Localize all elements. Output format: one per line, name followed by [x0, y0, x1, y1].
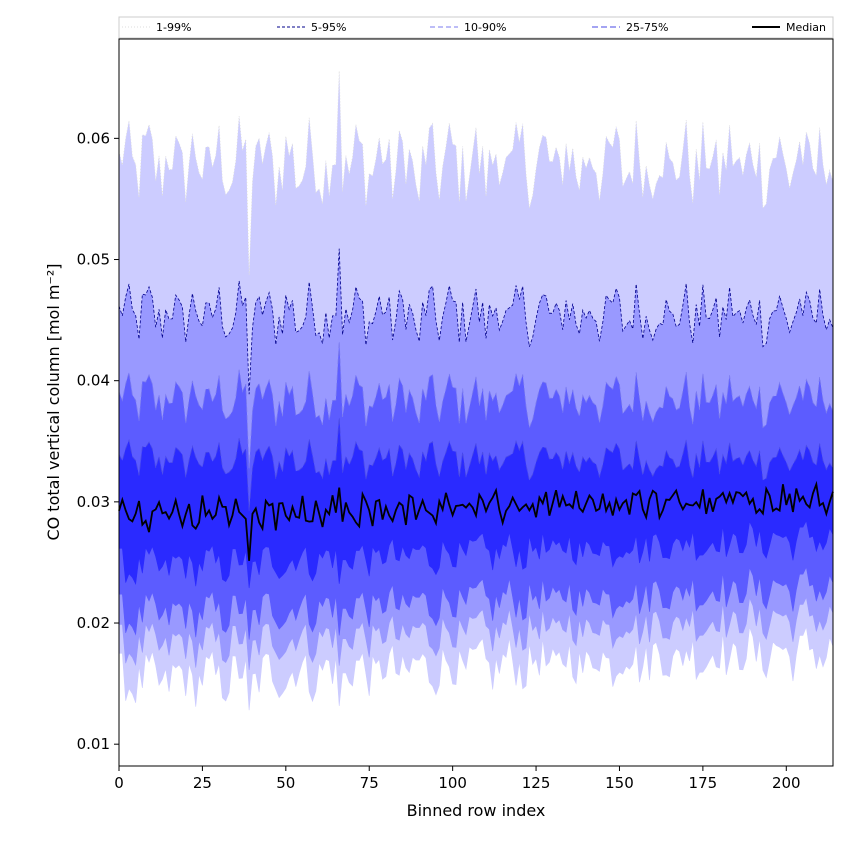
- x-tick-label-8: 200: [772, 774, 801, 792]
- y-tick-label-2: 0.03: [77, 493, 110, 511]
- percentile-bands: [119, 70, 833, 711]
- y-tick-label-5: 0.06: [77, 129, 110, 147]
- x-tick-label-1: 25: [193, 774, 212, 792]
- y-tick-label-0: 0.01: [77, 735, 110, 753]
- y-tick-label-4: 0.05: [77, 251, 110, 269]
- x-tick-label-3: 75: [360, 774, 379, 792]
- plot-frame: [118, 38, 834, 767]
- y-axis-title: CO total vertical column [mol m⁻²]: [44, 263, 63, 540]
- percentile-band-edges: [118, 70, 834, 711]
- band-lower-edge-0: [118, 625, 834, 711]
- x-tick-label-7: 175: [689, 774, 718, 792]
- band-upper-edge-2: [118, 341, 834, 470]
- legend-label-0: 1-99%: [156, 21, 191, 34]
- x-tick-label-4: 100: [438, 774, 467, 792]
- median-line-path: [118, 480, 834, 561]
- legend-label-1: 5-95%: [311, 21, 346, 34]
- band-lower-edge-2: [118, 566, 834, 640]
- legend-label-3: 25-75%: [626, 21, 668, 34]
- x-tick-label-6: 150: [605, 774, 634, 792]
- x-axis-ticks: 0 25 50 75 100 125 150 175 200: [114, 766, 801, 792]
- x-tick-label-5: 125: [522, 774, 551, 792]
- y-tick-label-1: 0.02: [77, 614, 110, 632]
- x-tick-label-2: 50: [276, 774, 295, 792]
- band-upper-edge-1: [118, 248, 834, 395]
- x-tick-label-0: 0: [114, 774, 124, 792]
- y-axis-ticks: 0.01 0.02 0.03 0.04 0.05 0.06: [77, 129, 119, 753]
- median-series: [118, 480, 834, 561]
- band-lower-edge-3: [118, 519, 834, 589]
- legend: 1-99% 5-95% 10-90% 25-75% Median: [118, 16, 834, 39]
- x-axis-title: Binned row index: [407, 801, 546, 820]
- legend-label-2: 10-90%: [464, 21, 506, 34]
- legend-box: [118, 16, 834, 39]
- band-upper-edge-3: [118, 417, 834, 511]
- band-upper-edge-0: [118, 70, 834, 275]
- y-tick-label-3: 0.04: [77, 372, 110, 390]
- band-lower-edge-1: [118, 596, 834, 670]
- legend-label-4: Median: [786, 21, 826, 34]
- band-area-3: [119, 417, 833, 589]
